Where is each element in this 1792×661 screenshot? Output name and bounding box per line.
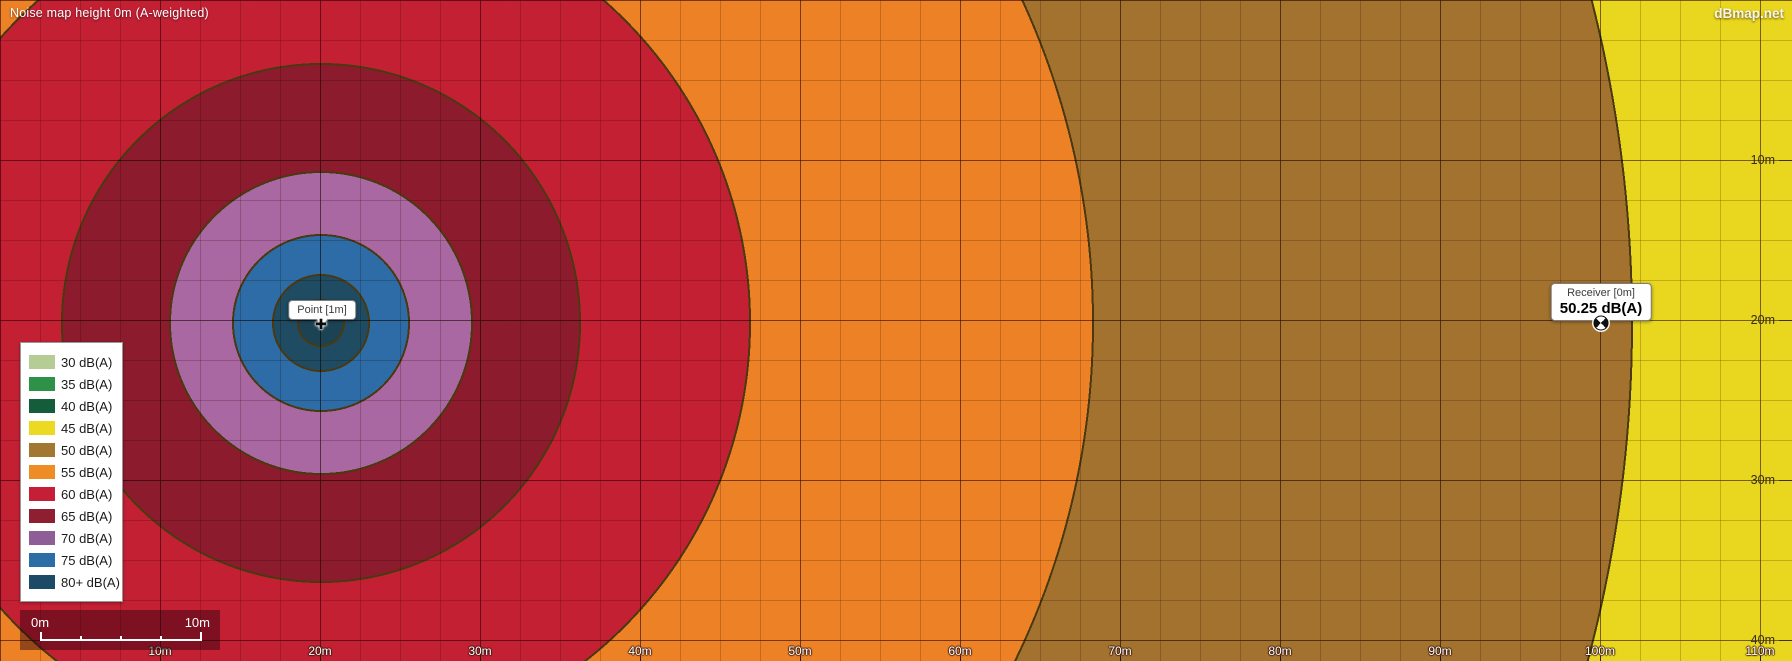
legend-label: 30 dB(A)	[61, 354, 113, 370]
legend-color-swatch	[29, 443, 55, 457]
legend-label: 60 dB(A)	[61, 486, 113, 502]
legend-label: 45 dB(A)	[61, 420, 113, 436]
scale-bar: 0m 10m	[20, 610, 220, 650]
bottom-axis-tick	[480, 656, 481, 661]
map-title: Noise map height 0m (A-weighted)	[10, 6, 209, 20]
receiver-tooltip: Receiver [0m] 50.25 dB(A)	[1550, 283, 1652, 321]
right-axis-label: 40m	[1751, 633, 1792, 647]
right-axis-tick	[1779, 639, 1792, 641]
legend-label: 75 dB(A)	[61, 552, 113, 568]
legend-label: 65 dB(A)	[61, 508, 113, 524]
brand-watermark[interactable]: dBmap.net	[1714, 6, 1784, 21]
bottom-axis-tick	[1280, 656, 1281, 661]
receiver-tooltip-value: 50.25 dB(A)	[1559, 300, 1643, 317]
bottom-axis-label: 50m	[788, 644, 812, 658]
bottom-axis-label: 40m	[628, 644, 652, 658]
scale-bar-ruler	[40, 632, 202, 641]
bottom-axis-label: 80m	[1268, 644, 1292, 658]
legend-color-swatch	[29, 355, 55, 369]
legend-item: 70 dB(A)	[29, 527, 122, 549]
legend-color-swatch	[29, 553, 55, 567]
bottom-axis-tick	[160, 656, 161, 661]
legend-label: 50 dB(A)	[61, 442, 113, 458]
legend-label: 35 dB(A)	[61, 376, 113, 392]
legend-color-swatch	[29, 487, 55, 501]
bottom-axis-label: 100m	[1584, 644, 1616, 658]
legend-rows: 30 dB(A) 35 dB(A) 40 dB(A) 45 dB(A) 50 dB(A)…	[29, 351, 122, 593]
bottom-axis-tick	[1760, 656, 1761, 661]
scale-bar-end-label: 10m	[184, 615, 210, 630]
legend-label: 40 dB(A)	[61, 398, 113, 414]
legend-item: 30 dB(A)	[29, 351, 122, 373]
bottom-axis-tick	[1600, 656, 1601, 661]
legend-label: 80+ dB(A)	[61, 574, 120, 590]
bottom-axis-label: 20m	[308, 644, 332, 658]
legend-color-swatch	[29, 421, 55, 435]
right-axis-label: 20m	[1751, 313, 1792, 327]
bottom-axis-label: 10m	[148, 644, 172, 658]
bottom-axis-tick	[1440, 656, 1441, 661]
legend-color-swatch	[29, 399, 55, 413]
bottom-axis-label: 110m	[1745, 644, 1775, 658]
legend-color-swatch	[29, 575, 55, 589]
legend-item: 45 dB(A)	[29, 417, 122, 439]
legend-label: 55 dB(A)	[61, 464, 113, 480]
legend-item: 80+ dB(A)	[29, 571, 122, 593]
bottom-axis-tick	[1120, 656, 1121, 661]
legend-color-swatch	[29, 377, 55, 391]
bottom-axis-tick	[320, 656, 321, 661]
legend-item: 75 dB(A)	[29, 549, 122, 571]
source-point-marker[interactable]: ✚	[315, 316, 327, 332]
bottom-axis-label: 70m	[1108, 644, 1132, 658]
right-axis-tick	[1779, 479, 1792, 481]
source-point-tooltip: Point [1m]	[288, 300, 356, 320]
legend-item: 60 dB(A)	[29, 483, 122, 505]
legend-color-swatch	[29, 465, 55, 479]
right-axis-tick	[1779, 159, 1792, 161]
bottom-axis-tick	[640, 656, 641, 661]
legend-item: 40 dB(A)	[29, 395, 122, 417]
legend-panel: 30 dB(A) 35 dB(A) 40 dB(A) 45 dB(A) 50 dB(A)…	[20, 342, 123, 602]
legend-item: 65 dB(A)	[29, 505, 122, 527]
legend-item: 55 dB(A)	[29, 461, 122, 483]
legend-item: 50 dB(A)	[29, 439, 122, 461]
right-axis-label: 10m	[1751, 153, 1792, 167]
bottom-axis-label: 30m	[468, 644, 492, 658]
bottom-axis-label: 60m	[948, 644, 972, 658]
bottom-axis-label: 90m	[1428, 644, 1452, 658]
legend-label: 70 dB(A)	[61, 530, 113, 546]
scale-bar-start-label: 0m	[31, 615, 50, 630]
legend-color-swatch	[29, 531, 55, 545]
legend-item: 35 dB(A)	[29, 373, 122, 395]
legend-color-swatch	[29, 509, 55, 523]
right-axis-tick	[1779, 319, 1792, 321]
receiver-marker[interactable]	[1593, 315, 1609, 331]
receiver-tooltip-title: Receiver [0m]	[1567, 287, 1635, 299]
right-axis-label: 30m	[1751, 473, 1792, 487]
bottom-axis-tick	[800, 656, 801, 661]
bottom-axis-tick	[960, 656, 961, 661]
source-point-tooltip-label: Point [1m]	[297, 304, 347, 316]
